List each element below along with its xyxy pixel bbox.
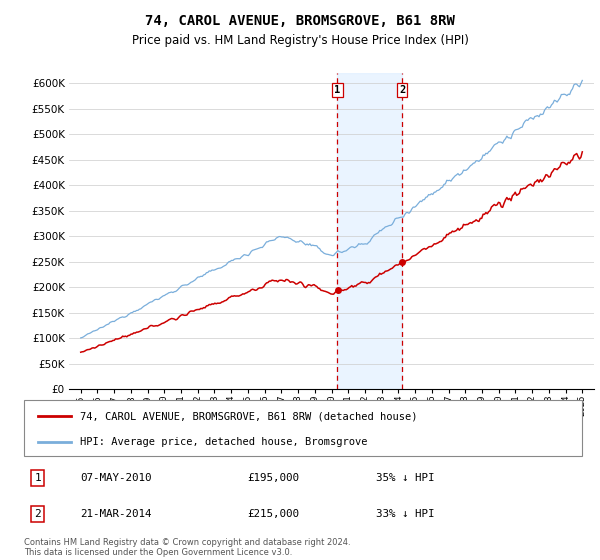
Bar [337, 73, 402, 389]
Text: 35% ↓ HPI: 35% ↓ HPI [376, 473, 434, 483]
FancyBboxPatch shape [24, 400, 582, 456]
Text: £195,000: £195,000 [247, 473, 299, 483]
Text: Price paid vs. HM Land Registry's House Price Index (HPI): Price paid vs. HM Land Registry's House … [131, 34, 469, 46]
Text: £215,000: £215,000 [247, 508, 299, 519]
Text: 33% ↓ HPI: 33% ↓ HPI [376, 508, 434, 519]
Text: 74, CAROL AVENUE, BROMSGROVE, B61 8RW (detached house): 74, CAROL AVENUE, BROMSGROVE, B61 8RW (d… [80, 411, 418, 421]
Text: 2: 2 [35, 508, 41, 519]
Text: HPI: Average price, detached house, Bromsgrove: HPI: Average price, detached house, Brom… [80, 437, 367, 447]
Text: 21-MAR-2014: 21-MAR-2014 [80, 508, 151, 519]
Text: 1: 1 [334, 85, 340, 95]
Text: 2: 2 [399, 85, 405, 95]
Text: 07-MAY-2010: 07-MAY-2010 [80, 473, 151, 483]
Text: 74, CAROL AVENUE, BROMSGROVE, B61 8RW: 74, CAROL AVENUE, BROMSGROVE, B61 8RW [145, 14, 455, 28]
Text: 1: 1 [35, 473, 41, 483]
Text: Contains HM Land Registry data © Crown copyright and database right 2024.
This d: Contains HM Land Registry data © Crown c… [24, 538, 350, 557]
